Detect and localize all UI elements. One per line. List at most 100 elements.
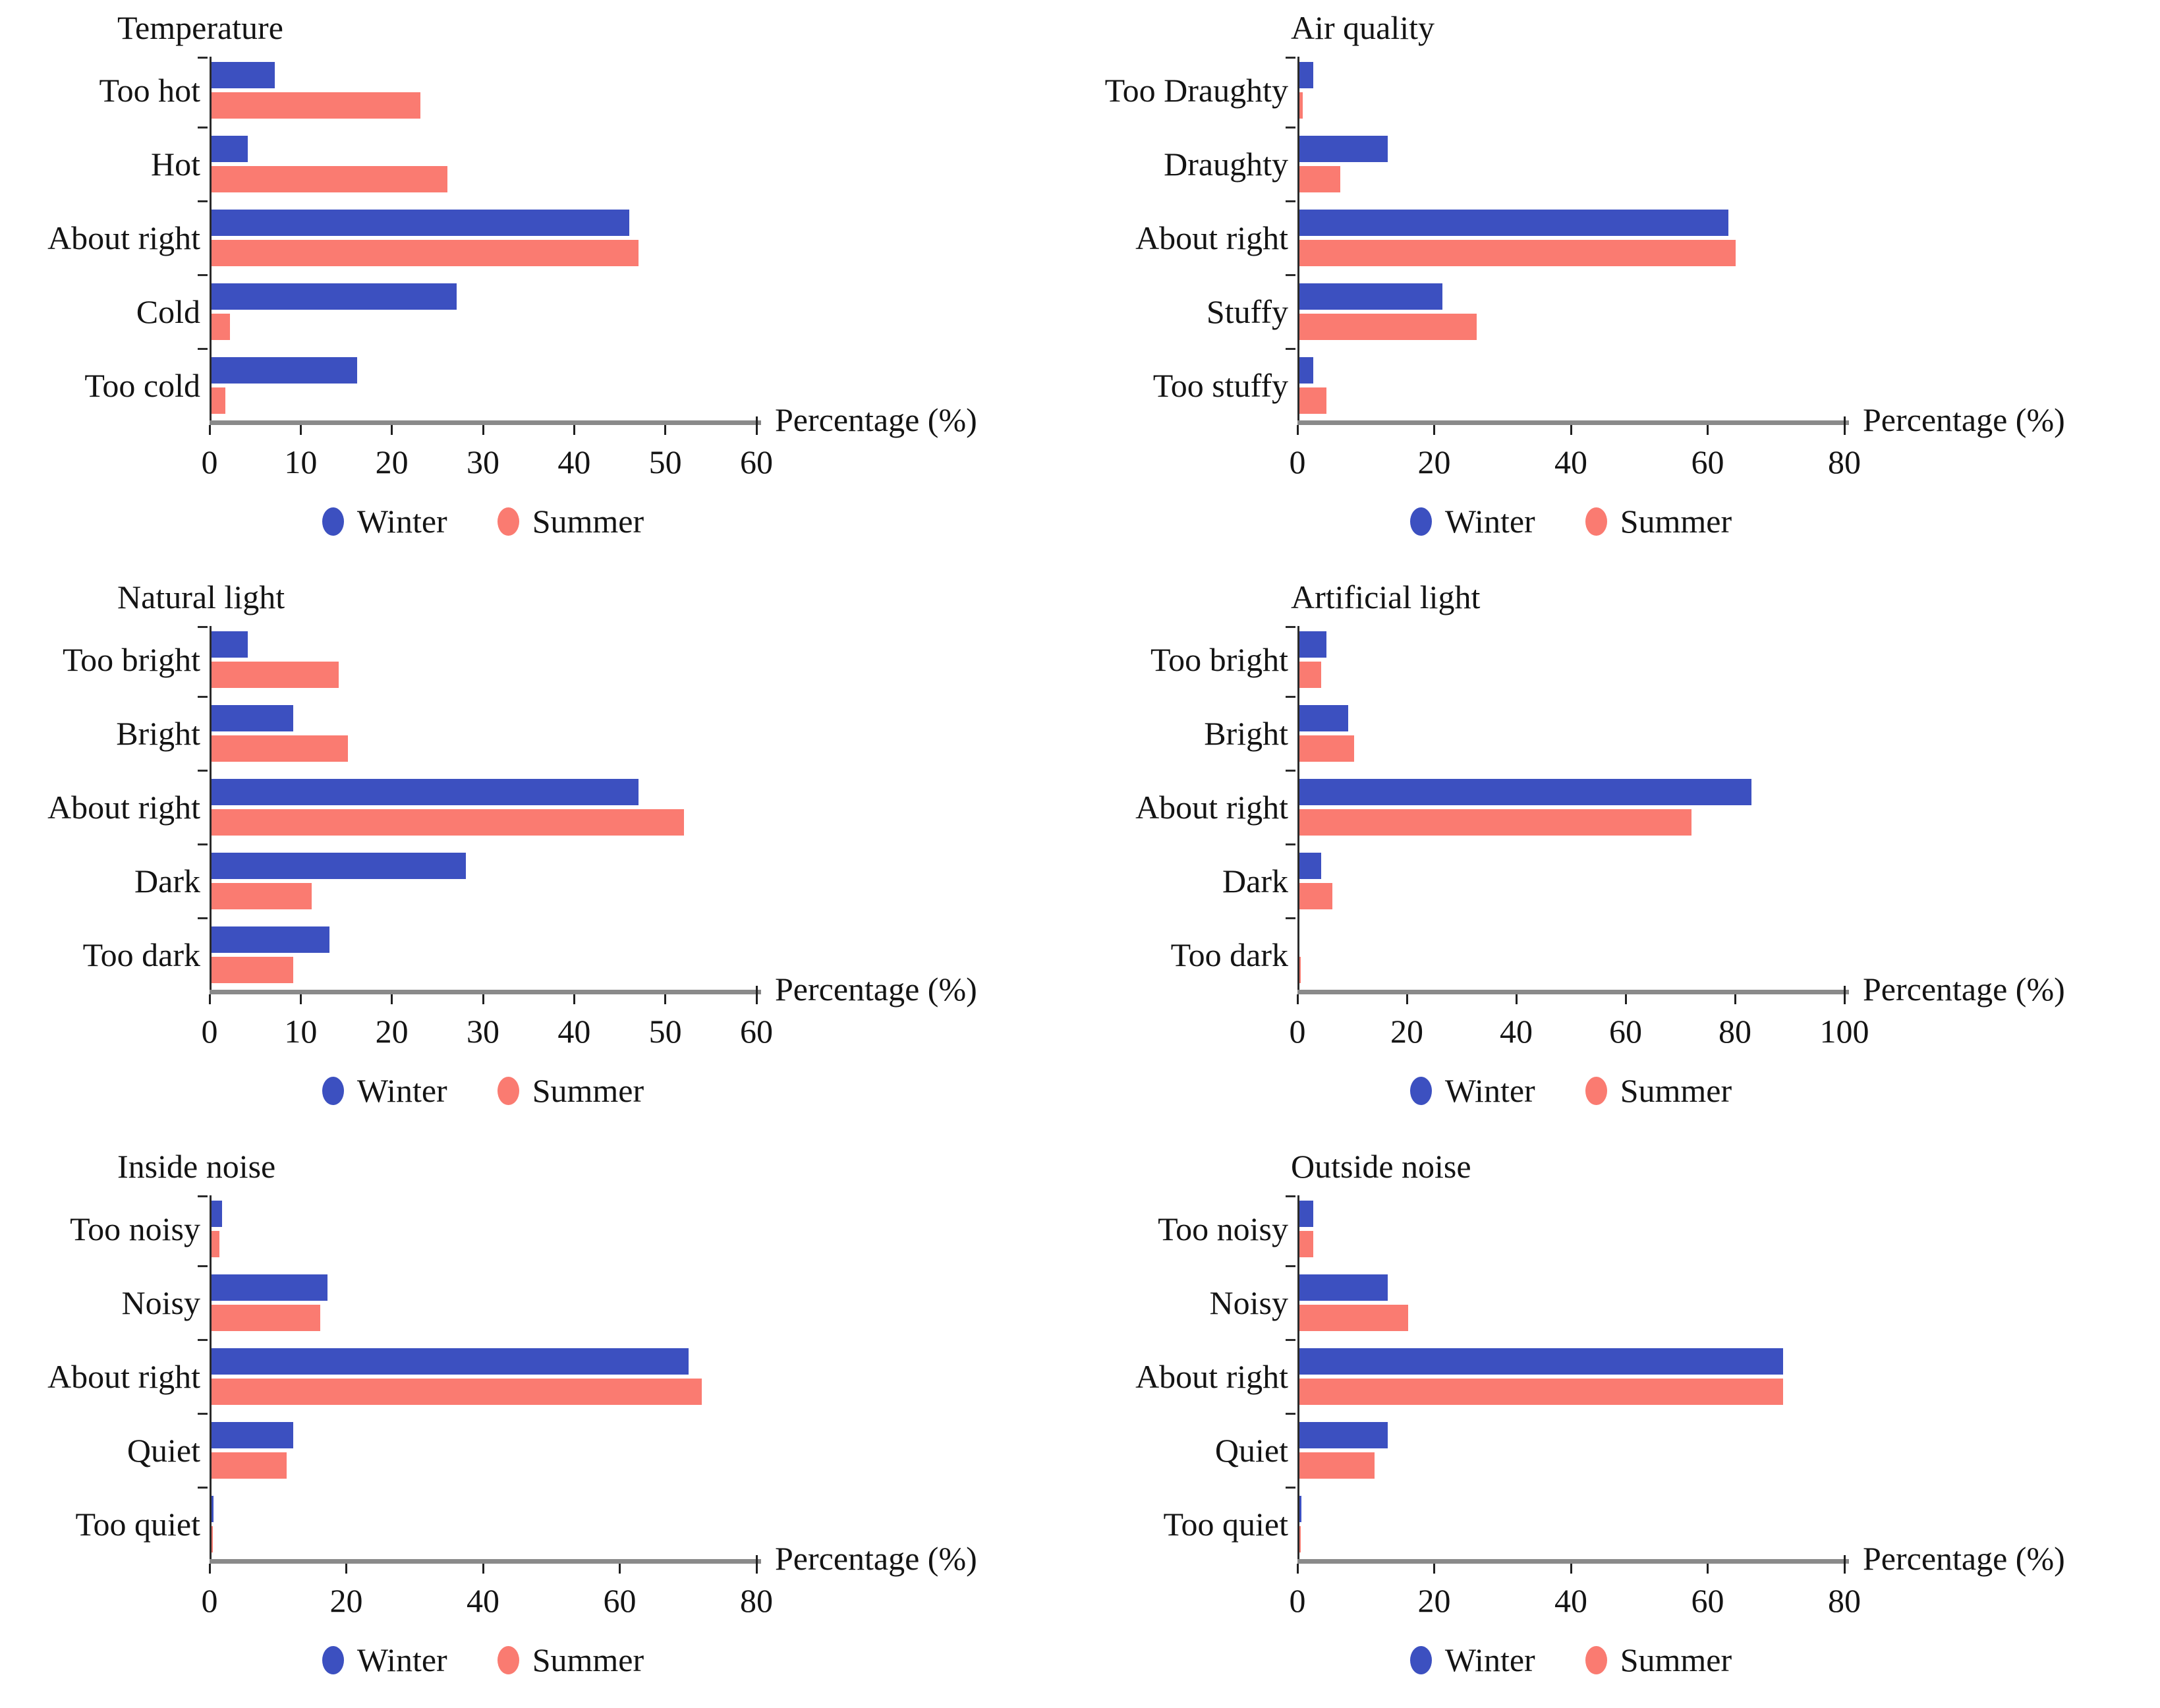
legend-winter-dot-icon [322,1645,344,1674]
x-axis-caption: Percentage (%) [1863,1540,2065,1577]
bar-winter-about-right [212,1348,689,1375]
legend-label-summer: Summer [1620,1072,1732,1109]
x-axis-tick-40 [1570,1564,1572,1574]
chart-body: Too Draughty Draughty About right Stuffy Too… [1093,57,2160,485]
bar-group-quiet [212,1422,756,1479]
x-axis-tick-20 [1433,425,1435,435]
legend-item-summer: Summer [1585,1071,1732,1110]
bar-summer-too-draughty [1299,92,1303,119]
bar-winter-about-right [212,210,630,236]
chart-body: Too noisy Noisy About right Quiet Too quiet … [1093,1195,2160,1624]
x-axis-tick-30 [482,425,484,435]
chart-title: Artificial light [1291,579,1481,615]
bar-winter-dark [212,853,466,879]
legend-item-winter: Winter [322,1071,447,1110]
plot-area: Percentage (%) 0 10 20 30 40 50 60 [198,57,977,485]
bar-summer-too-dark [1299,957,1301,983]
bar-summer-stuffy [1299,314,1477,340]
category-label-noisy: Noisy [121,1284,200,1321]
bar-group-about-right [1299,779,1844,836]
legend-item-summer: Summer [1585,1641,1732,1679]
legend-label-summer: Summer [532,503,644,540]
bars-region [210,57,756,420]
bar-winter-too-quiet [1299,1496,1302,1522]
x-axis-tick-80 [1843,1555,1846,1574]
chart-inside-noise: Inside noise Too noisy Noisy About right Qu… [0,1139,1080,1708]
x-axis-tick-30 [482,994,484,1004]
bar-group-about-right [212,1348,756,1405]
chart-body: Too bright Bright About right Dark Too dark … [1093,626,2160,1054]
y-axis-tick [1286,348,1295,350]
category-label-too-cold: Too cold [84,367,200,404]
bar-summer-hot [212,166,448,192]
bar-winter-about-right [1299,1348,1783,1375]
bar-winter-too-bright [212,631,248,658]
category-label-too-dark: Too dark [82,936,200,973]
x-tick-label-10: 10 [284,443,318,480]
category-labels: Too hot Hot About right Cold Too cold [5,57,210,485]
bar-summer-quiet [212,1452,287,1479]
x-axis-tick-0 [1296,1564,1299,1574]
legend: Winter Summer [5,1071,756,1110]
bar-winter-too-bright [1299,631,1327,658]
x-tick-label-80: 80 [1828,443,1861,480]
x-axis-tick-100 [1843,986,1846,1004]
chart-air-quality: Air quality Too Draughty Draughty About ri… [1080,0,2160,569]
bar-winter-too-dark [212,926,330,953]
legend-summer-dot-icon [1585,1076,1607,1105]
bar-winter-too-cold [212,357,357,384]
x-axis-tick-40 [1570,425,1572,435]
bar-winter-bright [1299,705,1349,731]
y-axis-tick [198,274,208,276]
category-labels: Too bright Bright About right Dark Too dark [5,626,210,1054]
y-axis-tick [198,1487,208,1489]
legend-label-summer: Summer [1620,503,1732,540]
category-labels: Too noisy Noisy About right Quiet Too quiet [1093,1195,1297,1624]
bar-group-about-right [212,210,756,266]
category-label-too-dark: Too dark [1170,936,1288,973]
y-axis-tick [1286,274,1295,276]
x-axis-tick-20 [345,1564,347,1574]
x-axis-tick-60 [1624,994,1627,1004]
x-tick-label-50: 50 [648,443,682,480]
category-label-bright: Bright [1204,715,1288,752]
x-axis-tick-80 [1843,416,1846,435]
legend-summer-dot-icon [497,1645,519,1674]
bar-group-too-quiet [1299,1496,1844,1552]
bar-winter-hot [212,136,248,162]
x-axis-caption: Percentage (%) [775,971,977,1008]
y-axis-tick [1286,843,1295,845]
x-axis-tick-60 [1707,425,1709,435]
x-tick-label-80: 80 [1719,1013,1751,1050]
x-tick-label-40: 40 [1500,1013,1533,1050]
legend-item-winter: Winter [322,1641,447,1679]
y-axis-tick [1286,770,1295,772]
bar-summer-noisy [1299,1305,1409,1331]
plot-area: Percentage (%) 0 20 40 60 80 [1286,1195,2065,1624]
category-label-too-quiet: Too quiet [1163,1506,1288,1543]
x-tick-label-20: 20 [1417,1582,1451,1619]
x-tick-label-20: 20 [375,443,409,480]
x-tick-label-40: 40 [557,443,591,480]
bar-summer-about-right [1299,1379,1783,1405]
x-axis-tick-40 [482,1564,484,1574]
y-axis-tick [198,1339,208,1341]
bar-winter-too-stuffy [1299,357,1313,384]
category-labels: Too Draughty Draughty About right Stuffy Too… [1093,57,1297,485]
bar-summer-too-bright [212,662,339,688]
bars-region [1297,57,1844,420]
y-axis-tick [1286,1413,1295,1415]
category-label-too-bright: Too bright [1151,641,1288,678]
bar-group-too-cold [212,357,756,414]
bar-summer-too-quiet [212,1526,213,1552]
x-axis-tick-0 [208,994,211,1004]
bar-group-too-hot [212,62,756,119]
legend-label-winter: Winter [356,1072,447,1109]
x-axis-tick-0 [208,425,211,435]
category-label-too-draughty: Too Draughty [1104,72,1288,109]
bar-group-cold [212,283,756,340]
y-axis-tick [1286,200,1295,202]
y-axis-tick [1286,696,1295,698]
bar-winter-noisy [1299,1274,1388,1301]
legend-label-winter: Winter [1444,1641,1535,1678]
